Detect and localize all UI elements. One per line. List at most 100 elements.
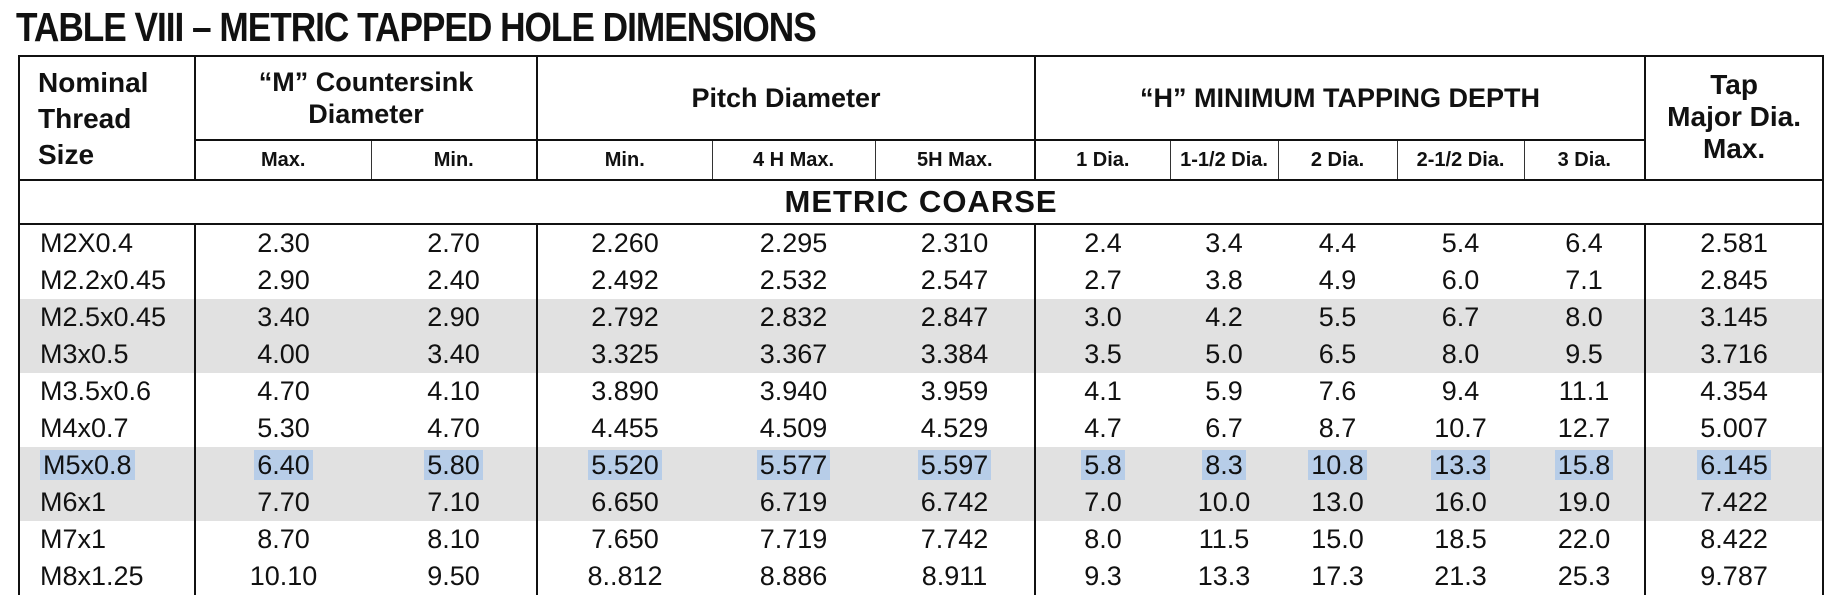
cell-value: 25.3	[1557, 561, 1611, 591]
table-cell: 9.4	[1397, 373, 1524, 410]
cell-value: 2.832	[759, 302, 828, 332]
cell-value: 5.007	[1700, 413, 1768, 443]
cell-value: 7.650	[591, 524, 659, 554]
table-cell: 10.0	[1170, 484, 1279, 521]
cell-value: 3.8	[1205, 265, 1243, 295]
thread-size-cell: M8x1.25	[18, 558, 195, 595]
cell-value: 8.911	[921, 561, 988, 591]
cell-value: 4.2	[1205, 302, 1243, 332]
cell-value: 2.792	[591, 302, 659, 332]
table-cell: 5.520	[536, 447, 713, 484]
table-cell: 3.367	[712, 336, 876, 373]
cell-value: 2.532	[759, 265, 828, 295]
cell-value: 6.719	[759, 487, 828, 517]
cell-value: 12.7	[1557, 413, 1611, 443]
table-cell: 3.890	[536, 373, 713, 410]
table-cell: 25.3	[1524, 558, 1645, 595]
table-cell: 9.3	[1034, 558, 1171, 595]
cell-value: 13.3	[1431, 450, 1490, 480]
cell-value: 3.4	[1205, 228, 1243, 258]
cell-value: M5x0.8	[40, 450, 135, 480]
countersink-header: “M” Countersink Diameter	[193, 55, 539, 141]
table-row: M2.5x0.45 3.40 2.90 2.792 2.832 2.847 3.0 4.2 5.…	[18, 299, 1825, 336]
cell-value: 2.30	[257, 228, 310, 258]
cell-value: 6.7	[1441, 302, 1480, 332]
table-cell: 6.40	[194, 447, 371, 484]
table-cell: 6.650	[536, 484, 713, 521]
table-cell: 8.7	[1278, 410, 1397, 447]
header-line: Nominal	[38, 67, 149, 98]
cell-value: 4.10	[427, 376, 480, 406]
cell-value: 3.367	[759, 339, 828, 369]
thread-size-cell: M7x1	[18, 521, 195, 558]
cell-value: 4.00	[257, 339, 310, 369]
table-cell: 7.742	[875, 521, 1035, 558]
cell-value: 5.577	[756, 450, 831, 480]
table-cell: 3.145	[1644, 299, 1825, 336]
cell-value: 9.787	[1700, 561, 1768, 591]
table-cell: 4.2	[1170, 299, 1279, 336]
subheader-row: Max. Min. Min. 4 H Max. 5H Max. 1 Dia. 1…	[19, 140, 1823, 181]
cell-value: 7.742	[920, 524, 989, 554]
cell-value: 4.4	[1318, 228, 1357, 258]
cell-value: M2X0.4	[40, 228, 134, 258]
table-cell: 4.354	[1644, 373, 1825, 410]
cell-value: 9.50	[427, 561, 480, 591]
cell-value: 4.1	[1084, 376, 1122, 406]
table-cell: 8..812	[536, 558, 713, 595]
cell-value: 6.145	[1697, 450, 1771, 480]
table-cell: 19.0	[1524, 484, 1646, 521]
cell-value: 2.492	[591, 265, 659, 295]
header-line: “M” Countersink	[258, 67, 474, 97]
table-cell: 5.577	[712, 447, 876, 484]
table-cell: 11.1	[1524, 373, 1645, 410]
header-line: Tap	[1710, 69, 1758, 100]
cell-value: 6.4	[1565, 228, 1603, 258]
table-cell: 2.832	[712, 299, 876, 336]
cell-value: 10.0	[1197, 487, 1251, 517]
cell-value: 9.3	[1084, 561, 1122, 591]
cell-value: 8.7	[1318, 413, 1357, 443]
subheader-cell: 5H Max.	[874, 140, 1037, 181]
cell-value: 10.8	[1308, 450, 1367, 480]
cell-value: 8.0	[1084, 524, 1122, 554]
header-line: Diameter	[308, 99, 424, 129]
table-cell: 16.0	[1397, 484, 1525, 521]
header-line: Thread	[38, 103, 132, 134]
table-cell: 7.10	[371, 484, 538, 521]
table-cell: 2.847	[875, 299, 1036, 336]
cell-value: 15.8	[1554, 450, 1614, 480]
cell-value: 3.940	[759, 376, 828, 406]
cell-value: 3.0	[1084, 302, 1122, 332]
header-line: Max.	[1702, 133, 1766, 164]
table-cell: 3.5	[1034, 336, 1171, 373]
cell-value: 17.3	[1311, 561, 1364, 591]
cell-value: 3.5	[1084, 339, 1122, 369]
table-cell: 7.6	[1278, 373, 1397, 410]
cell-value: 18.5	[1434, 524, 1487, 554]
table-cell: 3.40	[371, 336, 538, 373]
subheader-cell: 2-1/2 Dia.	[1396, 140, 1525, 181]
cell-value: 9.5	[1565, 339, 1603, 369]
table-title: TABLE VIII – METRIC TAPPED HOLE DIMENSIO…	[16, 4, 817, 50]
table-cell: 2.310	[875, 224, 1035, 262]
cell-value: 8.10	[427, 524, 480, 554]
cell-value: 7.1	[1565, 265, 1603, 295]
table-cell: 5.0	[1170, 336, 1279, 373]
table-cell: 10.10	[194, 558, 371, 595]
table-cell: 3.4	[1170, 224, 1278, 262]
cell-value: 4.9	[1318, 265, 1357, 295]
table-cell: 6.719	[712, 484, 876, 521]
cell-value: 5.9	[1205, 376, 1243, 406]
cell-value: 2.295	[759, 228, 828, 258]
cell-value: 7.719	[759, 524, 828, 554]
subheader-cell: Min.	[370, 140, 539, 181]
table-cell: 6.5	[1278, 336, 1398, 373]
table-cell: 2.4	[1034, 224, 1171, 262]
cell-value: 6.0	[1441, 265, 1480, 295]
table-cell: 7.70	[194, 484, 371, 521]
table-row: M2.2x0.45 2.90 2.40 2.492 2.532 2.547 2.7 3.8 4.…	[18, 262, 1825, 299]
cell-value: 22.0	[1557, 524, 1611, 554]
table-cell: 8.10	[371, 521, 537, 558]
table-cell: 7.719	[712, 521, 875, 558]
